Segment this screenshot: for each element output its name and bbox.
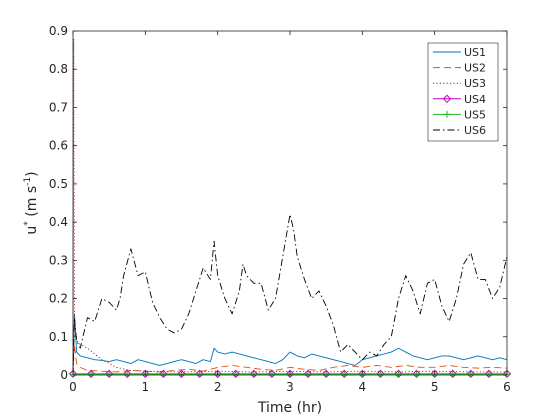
- y-tick-label: 0.7: [49, 100, 68, 114]
- data-point-us5: [87, 370, 95, 378]
- legend-label-us1: US1: [464, 46, 486, 59]
- series-us2: [72, 343, 508, 376]
- y-tick-label: 0: [60, 368, 68, 382]
- legend-marker-us5: [443, 110, 451, 118]
- legend: US1 US2 US3 US4 US5 US6: [427, 42, 499, 142]
- legend-label-us2: US2: [464, 62, 486, 75]
- y-axis-label: u* (m s-1): [23, 171, 40, 234]
- series-us3: [72, 38, 507, 376]
- x-axis-label: Time (hr): [257, 400, 322, 416]
- series-line-us6: [72, 214, 508, 376]
- data-point-us5: [340, 370, 348, 378]
- data-point-us5: [413, 370, 421, 378]
- data-point-us5: [485, 370, 493, 378]
- legend-label-us6: US6: [464, 124, 486, 137]
- legend-label-us4: US4: [464, 93, 486, 106]
- data-point-us5: [232, 370, 240, 378]
- data-point-us5: [449, 370, 457, 378]
- data-point-us5: [304, 370, 312, 378]
- y-tick-label: 0.5: [49, 177, 68, 191]
- data-point-us5: [178, 370, 185, 378]
- x-axis: 0 1 2 3 4 5 6: [69, 31, 511, 394]
- y-tick-label: 0.1: [49, 330, 68, 344]
- legend-label-us5: US5: [464, 108, 486, 121]
- x-tick-label: 4: [359, 380, 367, 394]
- series-us1: [72, 313, 508, 376]
- data-point-us5: [322, 370, 330, 378]
- x-tick-label: 6: [503, 380, 511, 394]
- y-tick-label: 0.9: [49, 24, 68, 38]
- data-point-us5: [395, 370, 402, 378]
- data-point-us5: [467, 370, 475, 378]
- y-tick-label: 0.3: [49, 253, 68, 267]
- legend-box: [427, 42, 499, 142]
- x-tick-label: 3: [286, 380, 294, 394]
- y-tick-label: 0.8: [49, 62, 68, 76]
- legend-label-us3: US3: [464, 77, 486, 90]
- data-point-us5: [105, 370, 113, 378]
- y-tick-label: 0.2: [49, 292, 68, 306]
- x-tick-label: 0: [69, 380, 77, 394]
- x-tick-label: 5: [431, 380, 439, 394]
- series-line-us3: [72, 38, 507, 376]
- series-line-us2: [72, 343, 508, 376]
- data-point-us5: [376, 370, 384, 378]
- data-point-us5: [159, 370, 167, 378]
- y-tick-label: 0.4: [49, 215, 68, 229]
- y-axis: 0 0.1 0.2 0.3 0.4 0.5 0.6 0.7 0.8 0.9: [49, 24, 507, 382]
- data-point-us5: [123, 370, 131, 378]
- data-point-us5: [196, 370, 204, 378]
- data-point-us5: [268, 370, 276, 378]
- x-tick-label: 1: [142, 380, 150, 394]
- legend-marker-us4: [442, 94, 452, 104]
- y-tick-label: 0.6: [49, 139, 68, 153]
- series-us6: [72, 214, 508, 376]
- series-line-us1: [72, 313, 508, 376]
- data-point-us5: [250, 370, 258, 378]
- x-tick-label: 2: [214, 380, 222, 394]
